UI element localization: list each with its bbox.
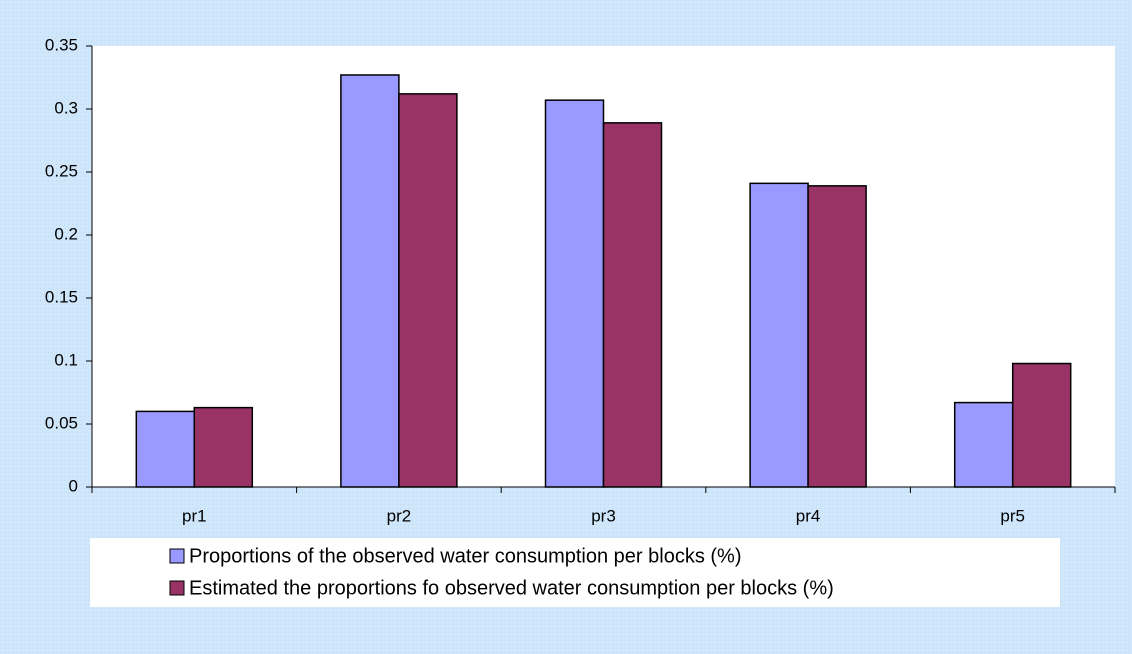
bar <box>749 182 809 488</box>
bar <box>953 401 1014 488</box>
y-tick-label: 0.35 <box>45 35 78 54</box>
legend-text: Proportions of the observed water consum… <box>189 545 742 567</box>
bar <box>398 93 458 488</box>
bar <box>340 74 400 488</box>
legend-swatch <box>169 580 185 596</box>
y-tick-label: 0.1 <box>54 350 78 369</box>
y-tick-label: 0.25 <box>45 161 78 180</box>
bar <box>602 122 663 488</box>
x-tick-label: pr5 <box>1000 506 1025 525</box>
bar <box>544 99 605 488</box>
y-tick-label: 0 <box>69 476 78 495</box>
legend-box <box>90 538 1060 607</box>
x-tick-label: pr4 <box>796 506 821 525</box>
x-tick-label: pr2 <box>387 506 412 525</box>
y-tick-label: 0.2 <box>54 224 78 243</box>
legend-text: Estimated the proportions fo observed wa… <box>189 577 834 599</box>
bar <box>193 406 254 488</box>
y-tick-label: 0.15 <box>45 287 78 306</box>
legend-swatch <box>169 548 185 564</box>
bar <box>135 410 196 488</box>
x-tick-label: pr1 <box>182 506 207 525</box>
bar <box>807 185 867 488</box>
y-tick-label: 0.05 <box>45 413 78 432</box>
x-tick-label: pr3 <box>591 506 616 525</box>
bar <box>1011 362 1072 488</box>
y-tick-label: 0.3 <box>54 98 78 117</box>
